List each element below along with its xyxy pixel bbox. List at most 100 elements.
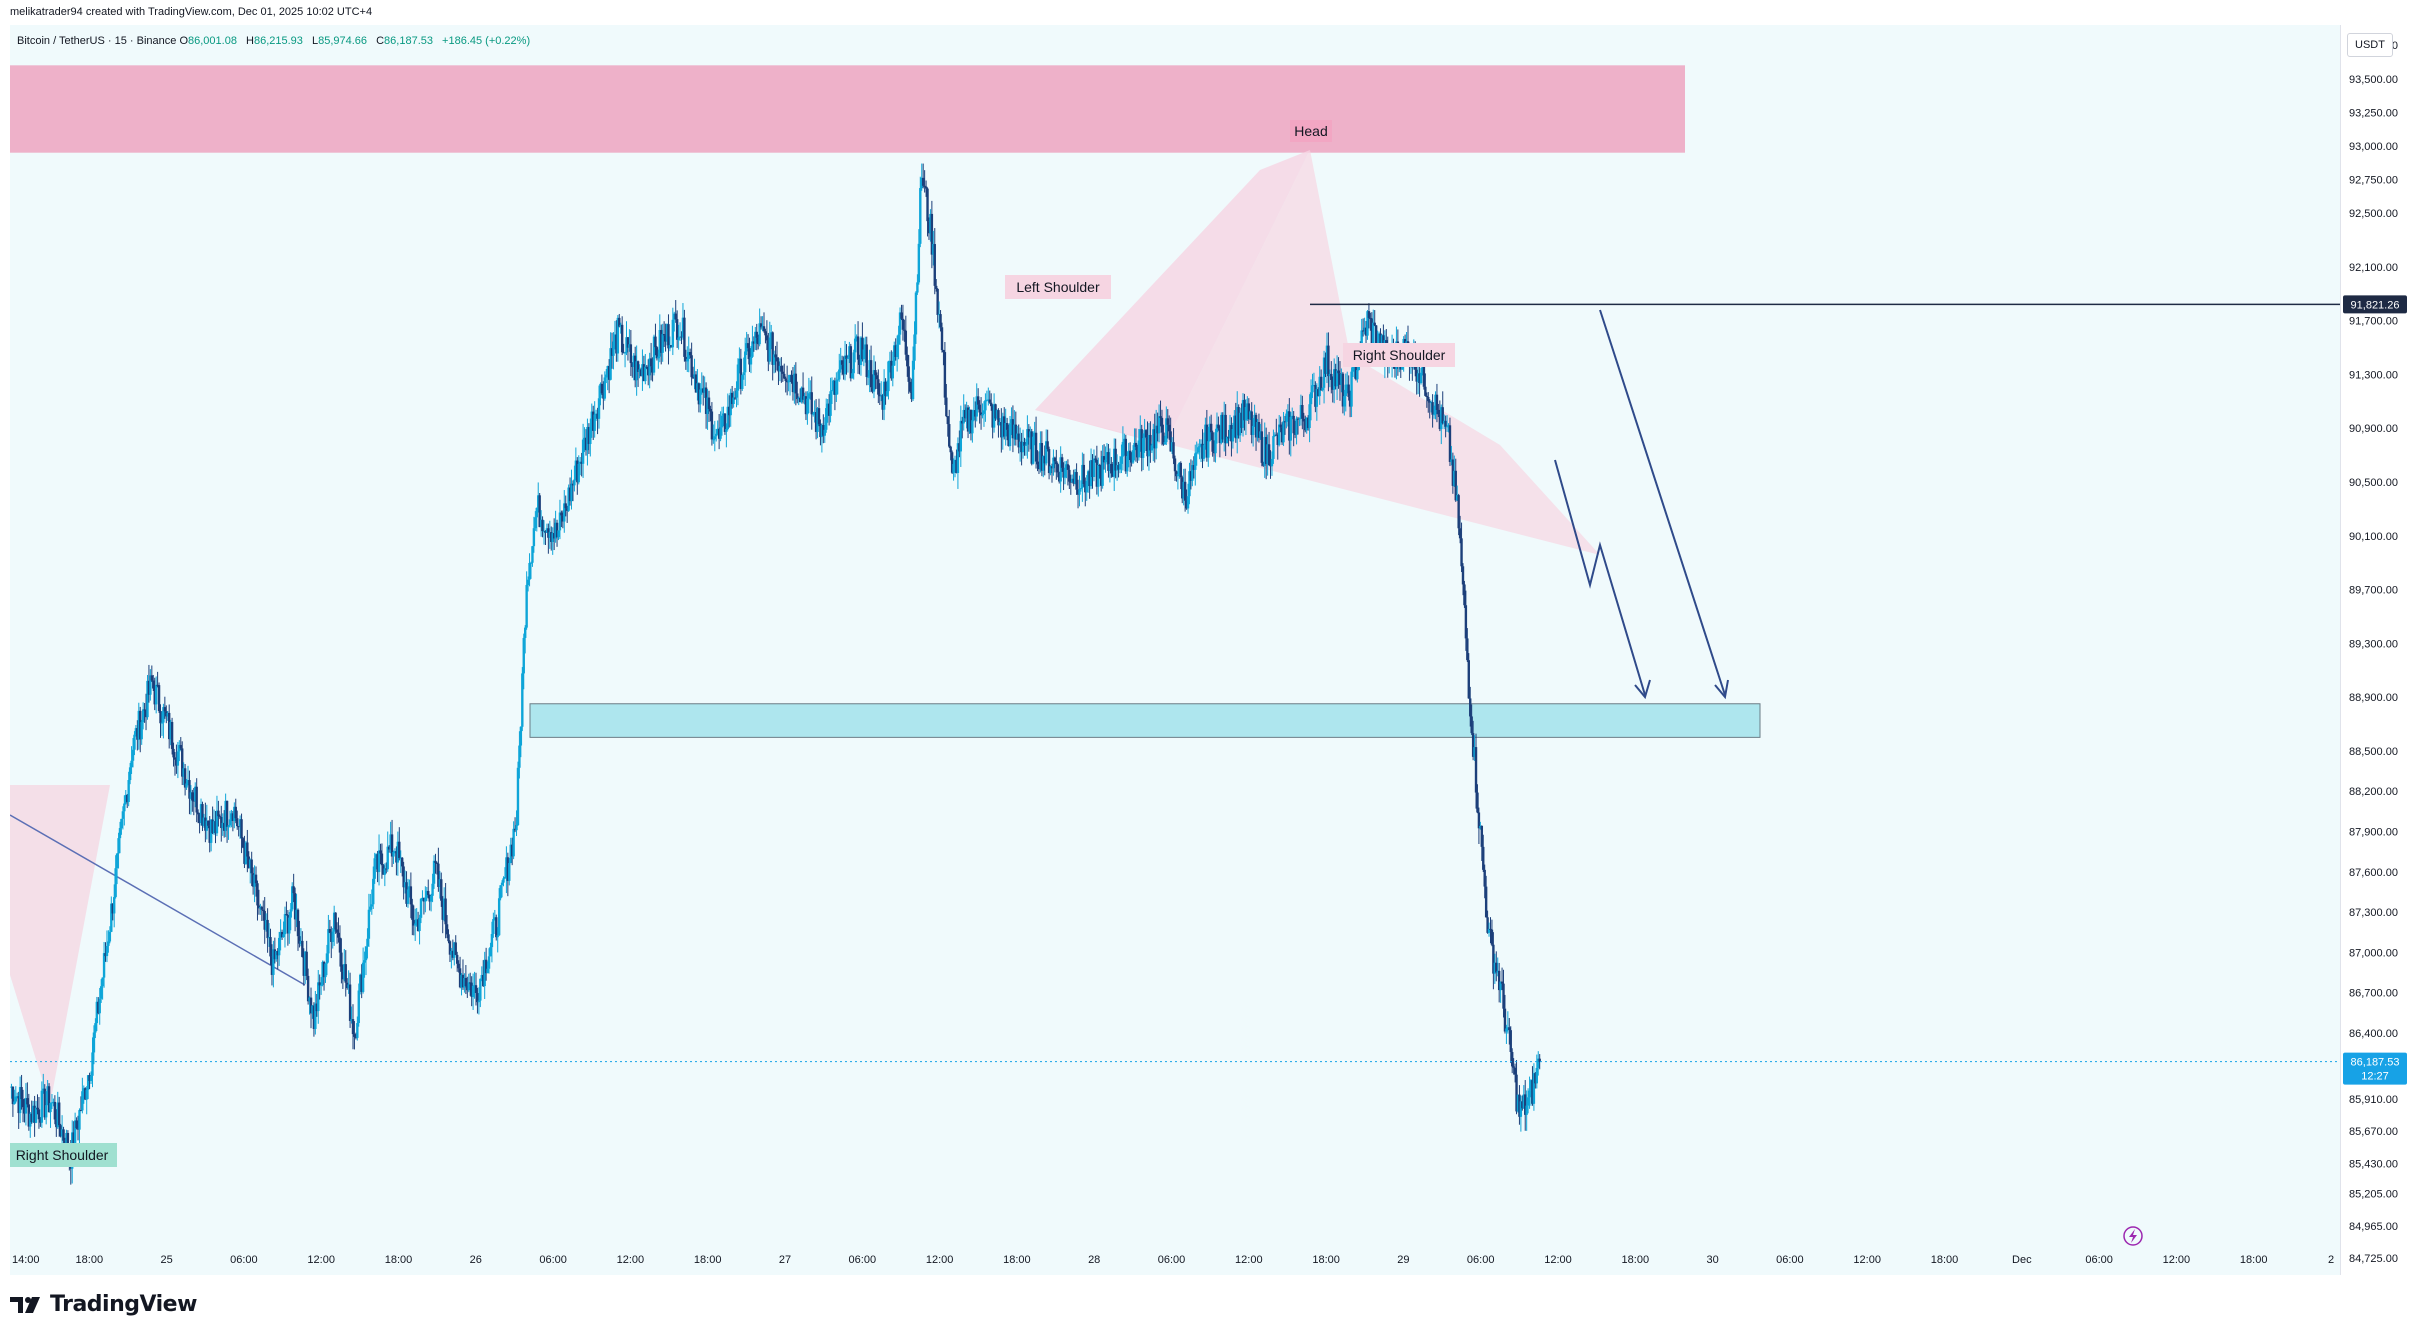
time-scale-axis[interactable]: 14:00 18:00 25 06:00 12:00 18:00 26 06:00 12:00 1…: [10, 1245, 2340, 1275]
candle-body: [1188, 471, 1191, 497]
price-scale-axis[interactable]: 93,750.0093,500.0093,250.0093,000.0092,7…: [2341, 25, 2423, 1275]
candle-body: [720, 415, 724, 428]
candle-body: [1325, 345, 1329, 374]
time-tick-label: 27: [779, 1254, 791, 1266]
prev-trendline[interactable]: [10, 814, 306, 986]
time-scale[interactable]: 14:00 18:00 25 06:00 12:00 18:00 26 06:00 12:00 1…: [10, 1245, 2340, 1275]
left-shoulder-triangle[interactable]: [1035, 150, 1310, 445]
candle-body: [725, 429, 728, 432]
candle-body: [623, 352, 627, 354]
candle-body: [1276, 434, 1279, 445]
candle-body: [127, 780, 130, 802]
candle-body: [722, 413, 725, 416]
candle-body: [1291, 415, 1294, 417]
candle-body: [1464, 605, 1468, 639]
price-tick-label: 93,000.00: [2349, 141, 2398, 153]
projection-arrow-1[interactable]: [1554, 459, 1646, 696]
price-tick-label: 90,900.00: [2349, 423, 2398, 435]
candle-body: [17, 1096, 20, 1114]
tradingview-logo[interactable]: TradingView: [10, 1292, 197, 1317]
candle-body: [1133, 442, 1136, 451]
candle-body: [224, 800, 227, 831]
time-tick-label: 12:00: [617, 1254, 645, 1266]
candle-body: [447, 934, 450, 942]
candle-body: [118, 828, 122, 839]
candle-body: [1194, 453, 1197, 470]
candle-body: [455, 954, 459, 964]
candle-body: [1447, 425, 1450, 427]
candle-body: [1337, 370, 1340, 374]
candle-body: [1295, 418, 1298, 435]
candle-body: [360, 974, 363, 992]
candle-body: [735, 390, 738, 398]
candle-body: [1017, 433, 1020, 448]
candle-body: [1124, 438, 1127, 472]
candle-body: [495, 917, 498, 938]
lightning-icon[interactable]: [2123, 1226, 2143, 1246]
candle-body: [1525, 1105, 1528, 1115]
candle-body: [1314, 385, 1317, 407]
candle-body: [673, 313, 676, 320]
prev-pattern-triangle[interactable]: [10, 785, 110, 1105]
candle-body: [454, 942, 457, 955]
candle-body: [1186, 496, 1190, 509]
candle-body: [487, 956, 491, 969]
chart-area[interactable]: Head Left Shoulder Right Shoulder Right …: [10, 25, 2341, 1275]
candle-body: [1111, 473, 1114, 477]
right-shoulder-triangle[interactable]: [1035, 150, 1600, 555]
candle-body: [700, 388, 703, 390]
candle-body: [149, 675, 152, 695]
prev-right-shoulder-label[interactable]: Right Shoulder: [16, 1147, 109, 1163]
candle-body: [1348, 396, 1352, 407]
symbol-name[interactable]: Bitcoin / TetherUS · 15 · Binance: [17, 35, 177, 47]
candle-body: [599, 383, 602, 399]
price-tick-label: 87,000.00: [2349, 947, 2398, 959]
supply-zone[interactable]: [10, 65, 1685, 153]
candle-body: [1347, 384, 1350, 397]
candle-body: [308, 997, 311, 1002]
candle-body: [133, 734, 136, 750]
candle-body: [505, 857, 508, 878]
candle-body: [435, 862, 439, 864]
candle-body: [888, 360, 892, 362]
candle-body: [1163, 442, 1167, 445]
candle-body: [693, 374, 696, 378]
candle-body: [1001, 416, 1004, 438]
candle-body: [292, 886, 295, 894]
candle-body: [943, 352, 947, 398]
candle-body: [924, 186, 928, 189]
price-chart[interactable]: Head Left Shoulder Right Shoulder Right …: [10, 25, 2340, 1275]
candle-body: [875, 375, 879, 380]
last-price-badge[interactable]: [2343, 1052, 2407, 1085]
left-shoulder-label[interactable]: Left Shoulder: [1016, 279, 1100, 295]
candle-body: [1518, 1094, 1521, 1117]
candle-body: [856, 336, 860, 360]
candle-body: [516, 767, 520, 826]
candle-body: [215, 810, 219, 834]
candle-body: [680, 336, 683, 338]
candle-body: [707, 397, 711, 409]
candle-body: [568, 487, 572, 502]
right-shoulder-label[interactable]: Right Shoulder: [1353, 347, 1446, 363]
candle-body: [1505, 1028, 1508, 1032]
price-tick-label: 92,100.00: [2349, 262, 2398, 274]
head-label[interactable]: Head: [1294, 123, 1327, 139]
target-zone[interactable]: [529, 703, 1761, 738]
candle-body: [671, 319, 675, 348]
projection-arrow-2[interactable]: [1599, 309, 1726, 696]
candle-body: [1477, 812, 1481, 829]
candle-body: [1234, 415, 1237, 439]
candle-body: [263, 911, 266, 930]
price-scale[interactable]: 93,750.0093,500.0093,250.0093,000.0092,7…: [2341, 25, 2423, 1275]
time-tick-label: 14:00: [12, 1254, 40, 1266]
candle-body: [228, 819, 232, 826]
time-tick-label: 12:00: [1853, 1254, 1881, 1266]
candle-body: [111, 903, 114, 914]
candle-body: [117, 838, 120, 854]
candle-body: [412, 919, 415, 926]
currency-badge[interactable]: USDT: [2347, 33, 2393, 57]
candle-body: [251, 873, 255, 887]
neckline-price-badge[interactable]: [2343, 295, 2407, 314]
candle-body: [377, 850, 381, 873]
candle-body: [877, 379, 880, 395]
